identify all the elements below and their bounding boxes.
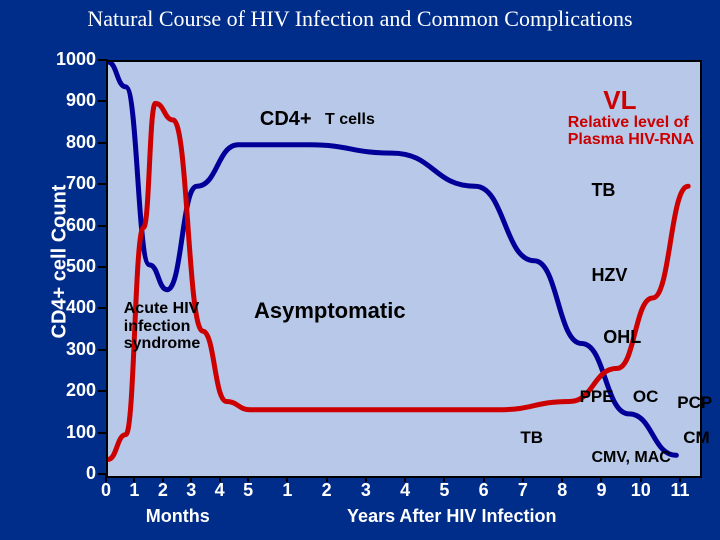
x-tick-label: 1 (129, 480, 139, 501)
y-tick-label: 700 (36, 173, 96, 194)
annotation-acute: Acute HIV infection syndrome (124, 300, 219, 353)
annotation-hzv: HZV (591, 265, 627, 286)
annotation-ohl: OHL (603, 327, 641, 348)
annotation-pcp: PCP (677, 393, 712, 413)
x-tick-label: 8 (557, 480, 567, 501)
x-tick-label: 9 (596, 480, 606, 501)
annotation-cd4_sub: T cells (325, 111, 375, 129)
x-group-months: Months (146, 506, 210, 527)
annotation-vl_main: VL (603, 85, 636, 116)
annotation-oc: OC (633, 387, 659, 407)
annotation-tb2: TB (520, 428, 543, 448)
y-tick-label: 400 (36, 297, 96, 318)
annotation-vl_sub: Relative level of Plasma HIV-RNA (568, 114, 718, 149)
x-tick-label: 0 (101, 480, 111, 501)
annotation-cm: CM (683, 428, 709, 448)
y-tick-label: 500 (36, 256, 96, 277)
x-tick-label: 5 (243, 480, 253, 501)
x-tick-label: 7 (518, 480, 528, 501)
x-tick-label: 11 (670, 480, 689, 501)
y-tick-label: 300 (36, 339, 96, 360)
annotation-ppe: PPE (580, 387, 614, 407)
x-tick-label: 3 (186, 480, 196, 501)
x-tick-label: 5 (439, 480, 449, 501)
chart-title: Natural Course of HIV Infection and Comm… (0, 6, 720, 32)
y-tick-label: 900 (36, 90, 96, 111)
x-group-years: Years After HIV Infection (347, 506, 556, 527)
y-tick-label: 200 (36, 380, 96, 401)
y-tick-label: 800 (36, 132, 96, 153)
x-tick-label: 2 (158, 480, 168, 501)
x-tick-label: 3 (361, 480, 371, 501)
annotation-asymp: Asymptomatic (254, 298, 406, 324)
y-tick-label: 600 (36, 215, 96, 236)
y-tick-label: 1000 (36, 49, 96, 70)
y-tick-label: 100 (36, 422, 96, 443)
x-tick-label: 4 (215, 480, 225, 501)
x-tick-label: 6 (479, 480, 489, 501)
x-tick-label: 1 (282, 480, 292, 501)
x-tick-label: 4 (400, 480, 410, 501)
y-tick-label: 0 (36, 463, 96, 484)
x-tick-label: 2 (322, 480, 332, 501)
annotation-tb1: TB (591, 180, 615, 201)
annotation-cd4_main: CD4+ (260, 108, 312, 131)
x-tick-label: 10 (631, 480, 651, 501)
annotation-cmv: CMV, MAC (591, 449, 670, 467)
